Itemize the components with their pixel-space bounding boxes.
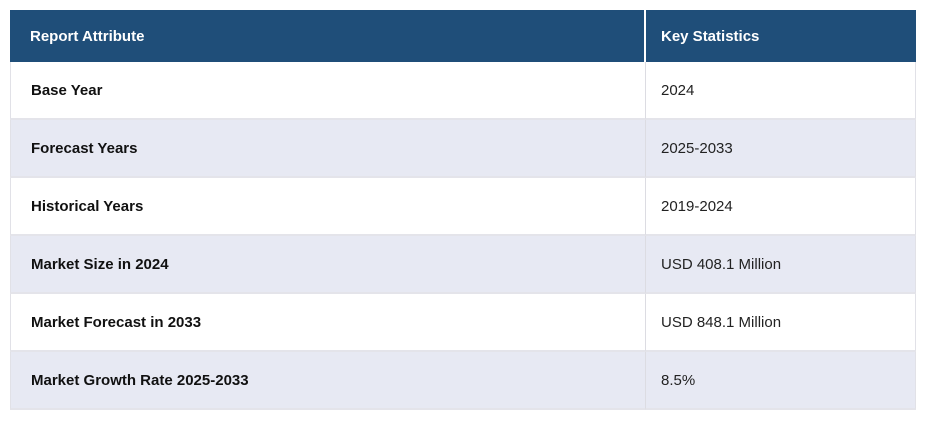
attribute-cell: Market Size in 2024 <box>10 236 646 294</box>
attribute-cell: Historical Years <box>10 178 646 236</box>
report-summary-table-container: Report Attribute Key Statistics Base Yea… <box>10 10 916 410</box>
attribute-cell: Market Forecast in 2033 <box>10 294 646 352</box>
table-row: Base Year 2024 <box>10 62 916 120</box>
attribute-cell: Base Year <box>10 62 646 120</box>
table-row: Market Forecast in 2033 USD 848.1 Millio… <box>10 294 916 352</box>
table-row: Historical Years 2019-2024 <box>10 178 916 236</box>
attribute-cell: Market Growth Rate 2025-2033 <box>10 352 646 410</box>
table-body: Base Year 2024 Forecast Years 2025-2033 … <box>10 62 916 410</box>
value-cell: 2024 <box>646 62 916 120</box>
column-header-report-attribute: Report Attribute <box>10 10 646 62</box>
value-cell: USD 408.1 Million <box>646 236 916 294</box>
column-header-key-statistics: Key Statistics <box>646 10 916 62</box>
table-row: Forecast Years 2025-2033 <box>10 120 916 178</box>
header-row: Report Attribute Key Statistics <box>10 10 916 62</box>
value-cell: 2019-2024 <box>646 178 916 236</box>
table-row: Market Size in 2024 USD 408.1 Million <box>10 236 916 294</box>
table-header: Report Attribute Key Statistics <box>10 10 916 62</box>
value-cell: 2025-2033 <box>646 120 916 178</box>
value-cell: 8.5% <box>646 352 916 410</box>
table-row: Market Growth Rate 2025-2033 8.5% <box>10 352 916 410</box>
value-cell: USD 848.1 Million <box>646 294 916 352</box>
report-summary-table: Report Attribute Key Statistics Base Yea… <box>10 10 916 410</box>
attribute-cell: Forecast Years <box>10 120 646 178</box>
